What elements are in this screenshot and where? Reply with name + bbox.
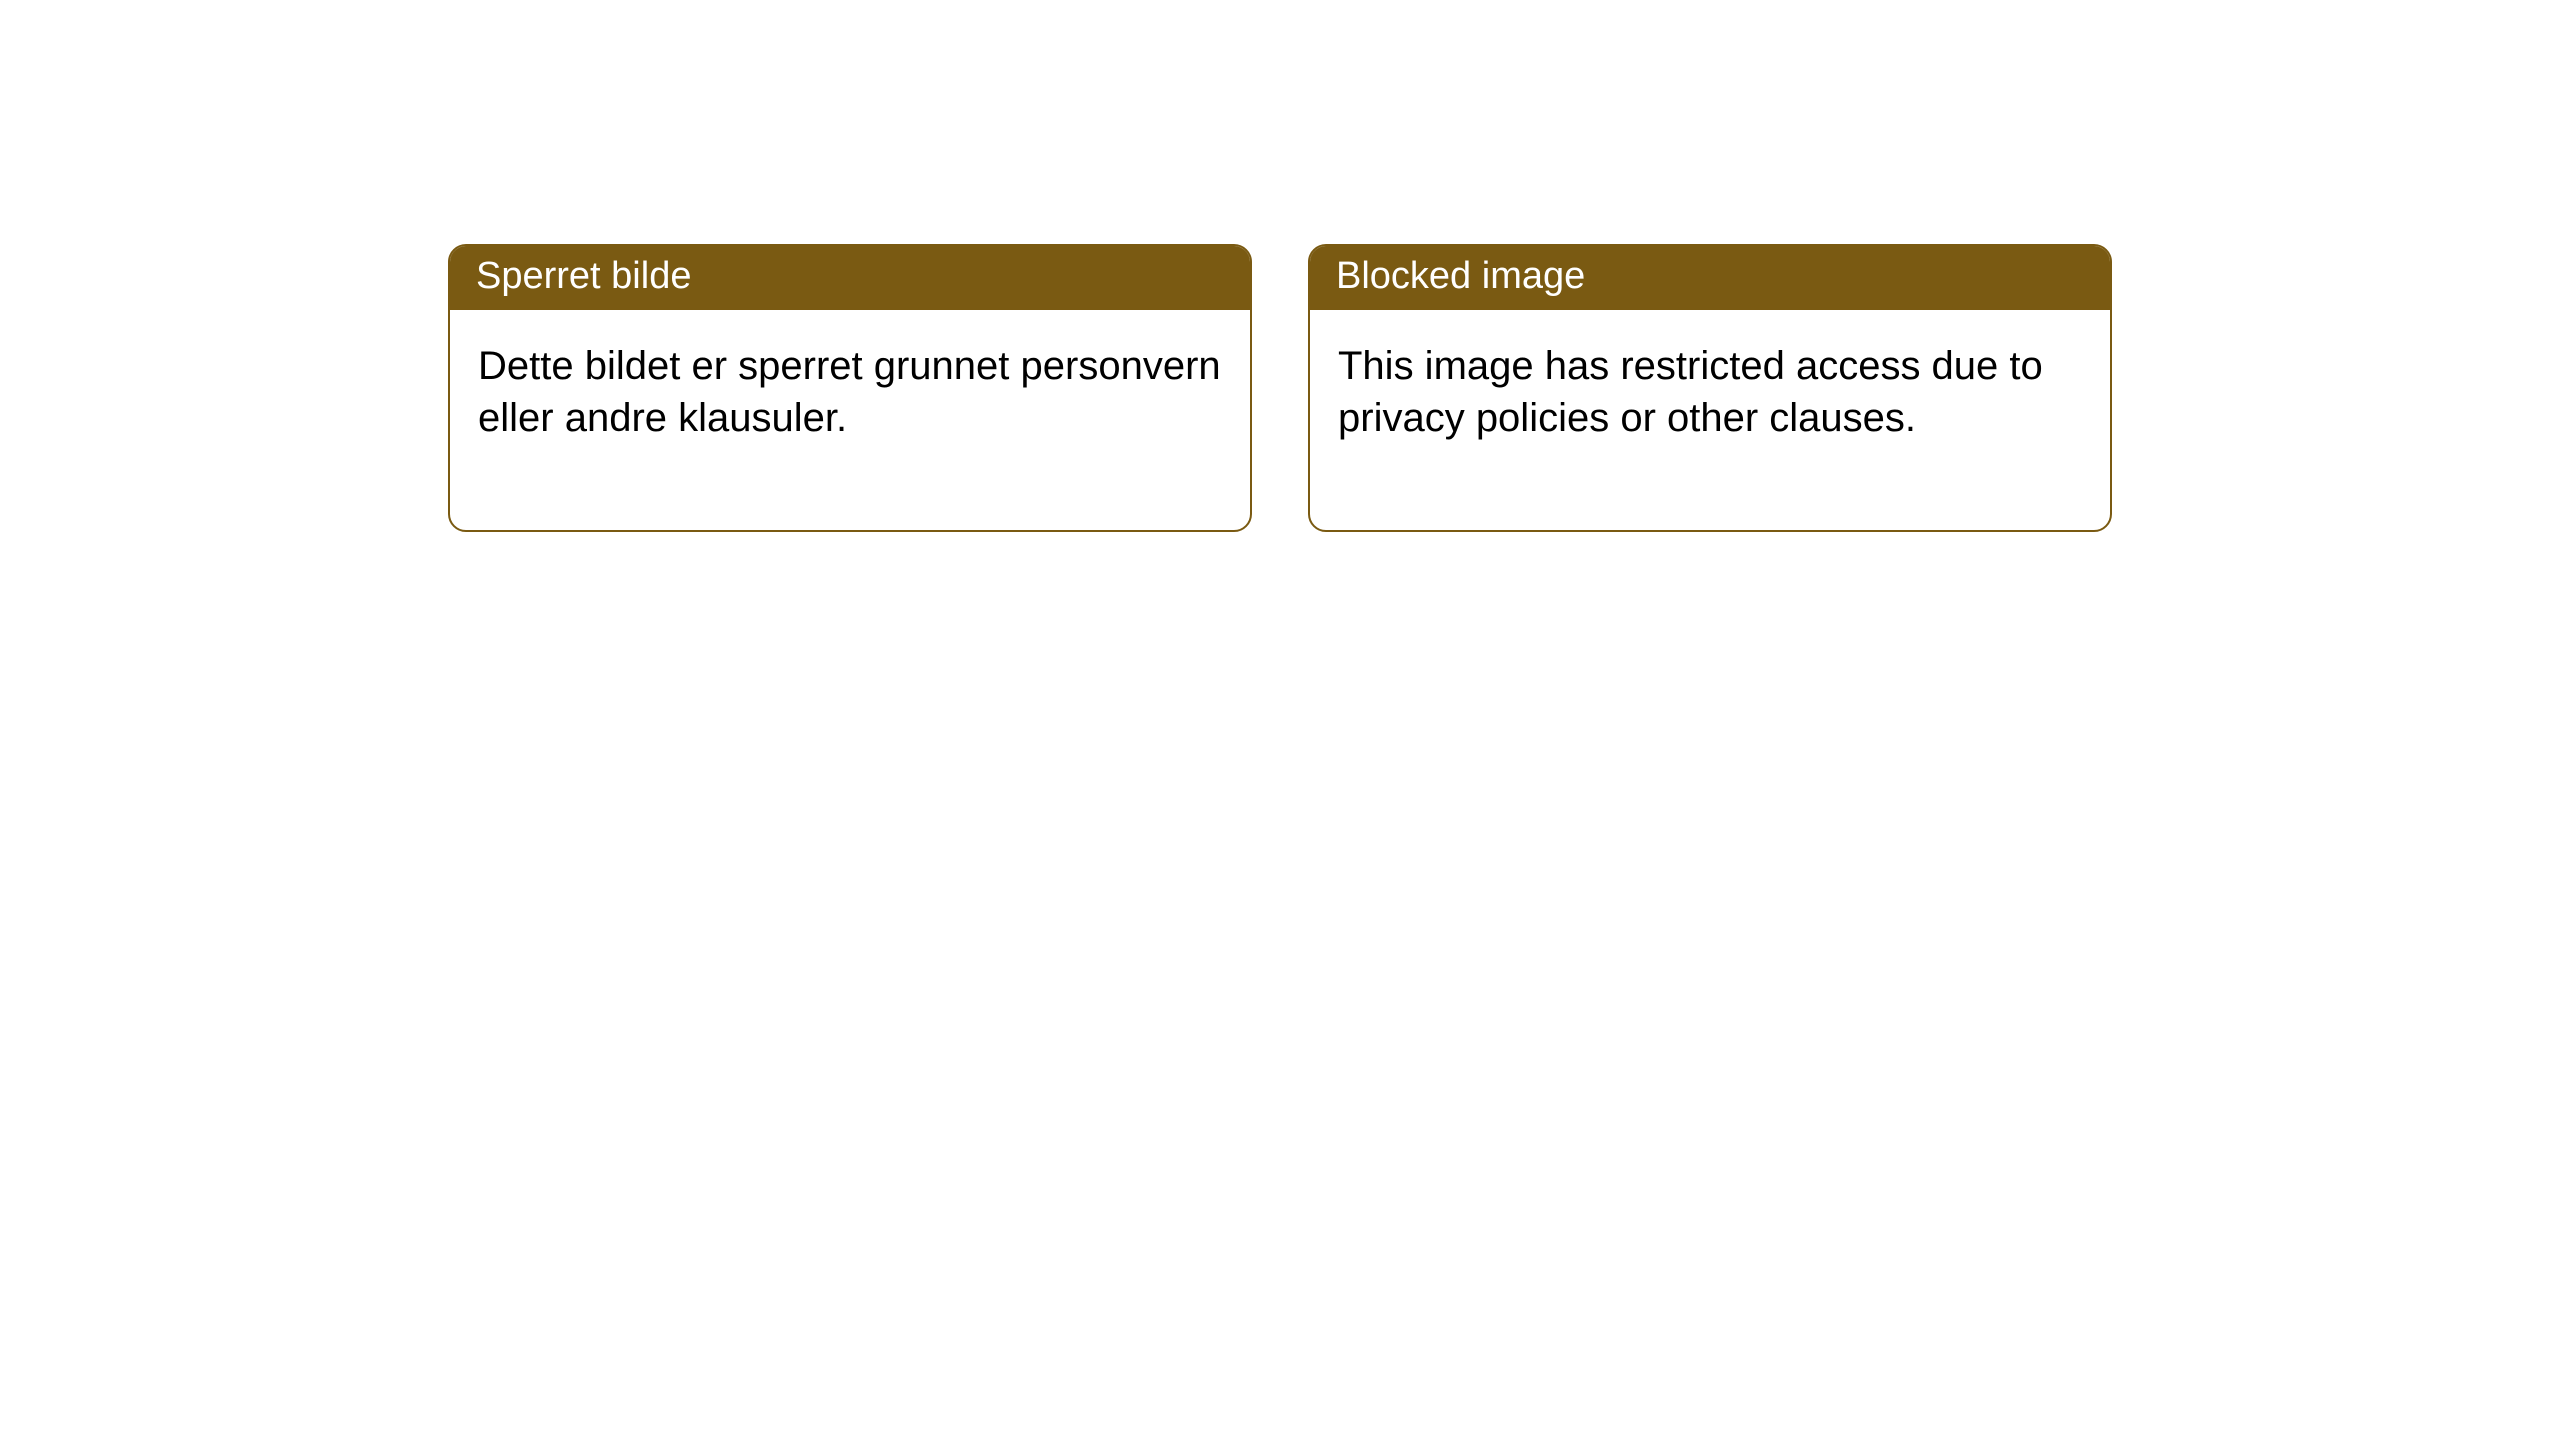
notice-container: Sperret bilde Dette bildet er sperret gr… — [0, 0, 2560, 532]
notice-title: Blocked image — [1310, 246, 2110, 310]
notice-card-norwegian: Sperret bilde Dette bildet er sperret gr… — [448, 244, 1252, 532]
notice-body: This image has restricted access due to … — [1310, 310, 2110, 530]
notice-title: Sperret bilde — [450, 246, 1250, 310]
notice-body: Dette bildet er sperret grunnet personve… — [450, 310, 1250, 530]
notice-card-english: Blocked image This image has restricted … — [1308, 244, 2112, 532]
